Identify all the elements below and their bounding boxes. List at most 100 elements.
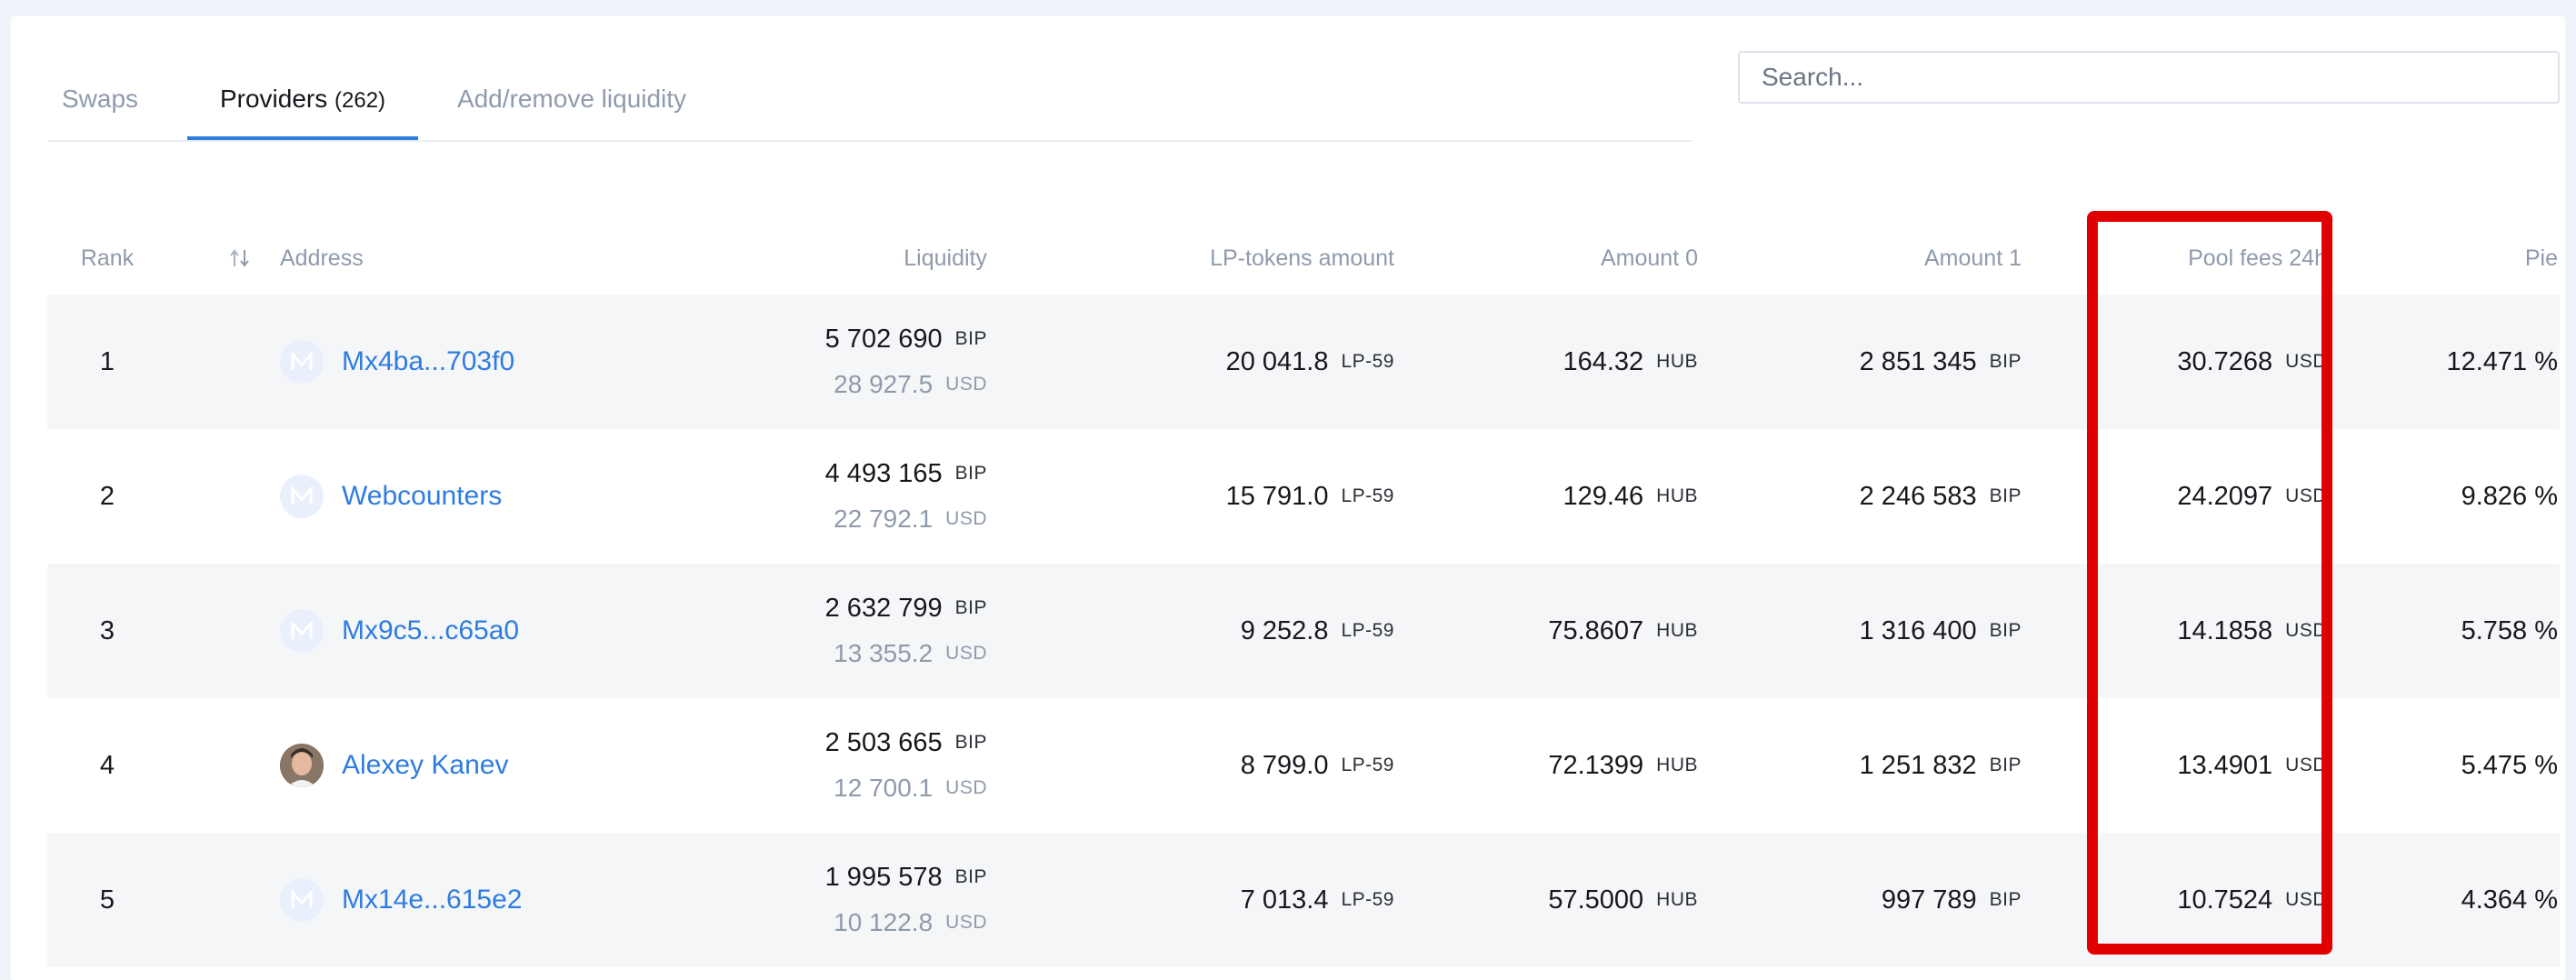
- liquidity-usd-unit: USD: [945, 643, 987, 664]
- lp-tokens-value: 7 013.4: [1240, 885, 1329, 915]
- pie-cell: 5.758 %: [2461, 615, 2558, 645]
- tab-add-remove-liquidity[interactable]: Add/remove liquidity: [444, 67, 700, 138]
- lp-tokens-unit: LP-59: [1341, 351, 1394, 372]
- pie-cell: 12.471 %: [2446, 346, 2558, 376]
- pool-fees-value: 13.4901: [2177, 750, 2273, 780]
- sort-arrows-icon[interactable]: [222, 222, 258, 295]
- providers-card: Swaps Providers (262) Add/remove liquidi…: [11, 16, 2565, 980]
- table-header: Rank Address Liquidity LP-tokens amount …: [47, 222, 2560, 295]
- pool-fees-value: 24.2097: [2177, 481, 2273, 511]
- column-header-liquidity[interactable]: Liquidity: [904, 245, 987, 271]
- lp-tokens-unit: LP-59: [1341, 755, 1394, 775]
- tab-add-remove-liquidity-label: Add/remove liquidity: [456, 85, 687, 113]
- lp-tokens-unit: LP-59: [1341, 620, 1394, 641]
- liquidity-bip-unit: BIP: [954, 597, 987, 618]
- amount1-cell: 1 316 400 BIP: [1738, 564, 2022, 698]
- address-link[interactable]: Mx14e...615e2: [342, 885, 523, 915]
- amount1-unit: BIP: [1989, 351, 2022, 372]
- tab-providers[interactable]: Providers (262): [187, 67, 418, 140]
- table-row: 3 Mx9c5...c65a0 2 632 799 BIP 13 355.2 USD…: [47, 564, 2560, 698]
- liquidity-usd-value: 22 792.1: [834, 505, 934, 533]
- address-link[interactable]: Mx9c5...c65a0: [342, 615, 520, 645]
- liquidity-cell: 2 503 665 BIP 12 700.1 USD: [684, 698, 987, 833]
- amount0-cell: 72.1399 HUB: [1429, 698, 1698, 833]
- amount0-unit: HUB: [1656, 620, 1698, 641]
- address-link[interactable]: Mx4ba...703f0: [342, 346, 515, 376]
- amount0-value: 164.32: [1563, 346, 1644, 376]
- amount0-value: 129.46: [1563, 481, 1644, 511]
- amount0-cell: 75.8607 HUB: [1429, 564, 1698, 698]
- amount0-value: 75.8607: [1548, 615, 1644, 645]
- liquidity-usd-unit: USD: [945, 508, 987, 529]
- lp-tokens-value: 20 041.8: [1225, 346, 1329, 376]
- address-link[interactable]: Alexey Kanev: [342, 750, 509, 780]
- column-header-address[interactable]: Address: [280, 245, 364, 271]
- lp-tokens-cell: 8 799.0 LP-59: [1029, 698, 1394, 833]
- tab-swaps-label: Swaps: [61, 85, 139, 113]
- liquidity-usd-value: 28 927.5: [834, 370, 934, 398]
- pie-cell: 9.826 %: [2461, 481, 2558, 511]
- address-cell: Mx14e...615e2: [280, 833, 734, 967]
- tab-swaps[interactable]: Swaps: [47, 67, 153, 138]
- amount1-cell: 2 851 345 BIP: [1738, 295, 2022, 429]
- address-cell: Webcounters: [280, 429, 734, 564]
- amount1-unit: BIP: [1989, 620, 2022, 641]
- column-header-pie[interactable]: Pie: [2524, 245, 2558, 271]
- address-cell: Alexey Kanev: [280, 698, 734, 833]
- liquidity-usd-unit: USD: [945, 374, 987, 395]
- liquidity-usd-value: 10 122.8: [834, 908, 934, 936]
- liquidity-bip-value: 2 632 799: [824, 593, 943, 623]
- pool-fees-cell: 10.7524 USD: [2083, 833, 2327, 967]
- amount0-cell: 164.32 HUB: [1429, 295, 1698, 429]
- liquidity-bip-unit: BIP: [954, 463, 987, 484]
- pie-cell: 4.364 %: [2461, 885, 2558, 915]
- amount0-unit: HUB: [1656, 889, 1698, 910]
- tab-bar: Swaps Providers (262) Add/remove liquidi…: [47, 67, 1692, 142]
- providers-table-body: 1 Mx4ba...703f0 5 702 690 BIP 28 927.5 USD…: [47, 295, 2560, 967]
- minter-logo-icon: [280, 878, 324, 922]
- liquidity-bip-value: 5 702 690: [824, 324, 943, 354]
- amount1-value: 2 246 583: [1859, 481, 1977, 511]
- column-header-lp-tokens[interactable]: LP-tokens amount: [1210, 245, 1394, 271]
- lp-tokens-unit: LP-59: [1341, 889, 1394, 910]
- address-cell: Mx4ba...703f0: [280, 295, 734, 429]
- amount1-unit: BIP: [1989, 755, 2022, 775]
- amount1-cell: 997 789 BIP: [1738, 833, 2022, 967]
- column-header-amount1[interactable]: Amount 1: [1923, 245, 2022, 271]
- address-link[interactable]: Webcounters: [342, 481, 503, 511]
- liquidity-cell: 2 632 799 BIP 13 355.2 USD: [684, 564, 987, 698]
- column-header-rank[interactable]: Rank: [80, 245, 135, 271]
- liquidity-cell: 4 493 165 BIP 22 792.1 USD: [684, 429, 987, 564]
- liquidity-bip-value: 4 493 165: [824, 458, 943, 488]
- lp-tokens-cell: 9 252.8 LP-59: [1029, 564, 1394, 698]
- table-row: 5 Mx14e...615e2 1 995 578 BIP 10 122.8 USD…: [47, 833, 2560, 967]
- table-row: 4 Alexey Kanev 2 503 665 BIP 12 700.1 USD …: [47, 698, 2560, 833]
- pool-fees-value: 30.7268: [2177, 346, 2273, 376]
- rank-cell: 3: [99, 615, 115, 645]
- search-input[interactable]: [1738, 51, 2560, 104]
- column-header-amount0[interactable]: Amount 0: [1600, 245, 1698, 271]
- liquidity-usd-unit: USD: [945, 912, 987, 933]
- pool-fees-unit: USD: [2285, 485, 2327, 506]
- address-cell: Mx9c5...c65a0: [280, 564, 734, 698]
- amount0-unit: HUB: [1656, 485, 1698, 506]
- rank-cell: 2: [99, 481, 115, 511]
- lp-tokens-value: 15 791.0: [1225, 481, 1329, 511]
- lp-tokens-cell: 7 013.4 LP-59: [1029, 833, 1394, 967]
- pool-fees-cell: 14.1858 USD: [2083, 564, 2327, 698]
- amount1-value: 1 251 832: [1859, 750, 1977, 780]
- column-header-pool-fees[interactable]: Pool fees 24h: [2188, 245, 2327, 271]
- pool-fees-value: 14.1858: [2177, 615, 2273, 645]
- liquidity-bip-unit: BIP: [954, 732, 987, 753]
- rank-cell: 1: [99, 346, 115, 376]
- amount0-value: 57.5000: [1548, 885, 1644, 915]
- table-row: 2 Webcounters 4 493 165 BIP 22 792.1 USD 1…: [47, 429, 2560, 564]
- liquidity-usd-value: 13 355.2: [834, 639, 934, 667]
- pie-cell: 5.475 %: [2461, 750, 2558, 780]
- lp-tokens-unit: LP-59: [1341, 485, 1394, 506]
- rank-cell: 4: [99, 750, 115, 780]
- amount0-cell: 129.46 HUB: [1429, 429, 1698, 564]
- lp-tokens-cell: 20 041.8 LP-59: [1029, 295, 1394, 429]
- amount1-value: 1 316 400: [1859, 615, 1977, 645]
- table-row: 1 Mx4ba...703f0 5 702 690 BIP 28 927.5 USD…: [47, 295, 2560, 429]
